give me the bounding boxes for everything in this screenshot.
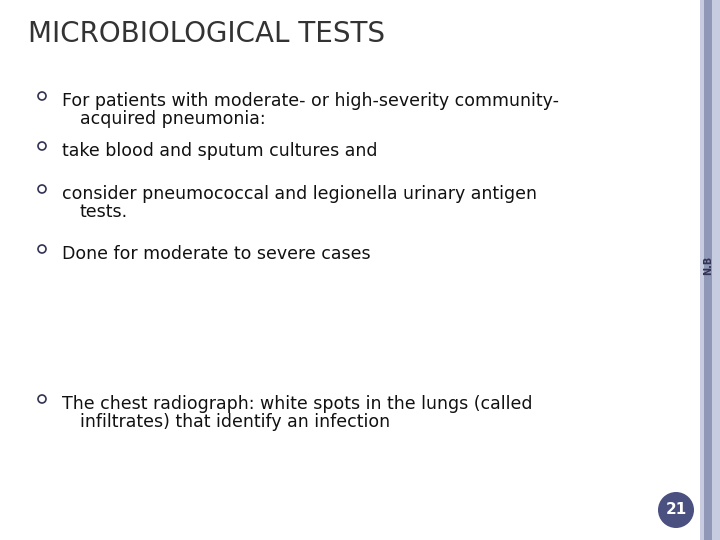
Circle shape [38, 92, 46, 100]
FancyBboxPatch shape [704, 0, 712, 540]
Circle shape [38, 142, 46, 150]
Text: tests.: tests. [80, 203, 128, 221]
Text: N.B: N.B [703, 255, 713, 275]
FancyBboxPatch shape [700, 0, 720, 540]
Circle shape [38, 245, 46, 253]
Text: consider pneumococcal and legionella urinary antigen: consider pneumococcal and legionella uri… [62, 185, 537, 203]
Text: take blood and sputum cultures and: take blood and sputum cultures and [62, 142, 377, 160]
Text: acquired pneumonia:: acquired pneumonia: [80, 110, 266, 128]
Text: The chest radiograph: white spots in the lungs (called: The chest radiograph: white spots in the… [62, 395, 533, 413]
Circle shape [658, 492, 694, 528]
Text: MICROBIOLOGICAL TESTS: MICROBIOLOGICAL TESTS [28, 20, 385, 48]
Text: For patients with moderate- or high-severity community-: For patients with moderate- or high-seve… [62, 92, 559, 110]
Text: infiltrates) that identify an infection: infiltrates) that identify an infection [80, 413, 390, 431]
Circle shape [38, 395, 46, 403]
Text: Done for moderate to severe cases: Done for moderate to severe cases [62, 245, 371, 263]
Circle shape [38, 185, 46, 193]
Text: 21: 21 [665, 503, 687, 517]
